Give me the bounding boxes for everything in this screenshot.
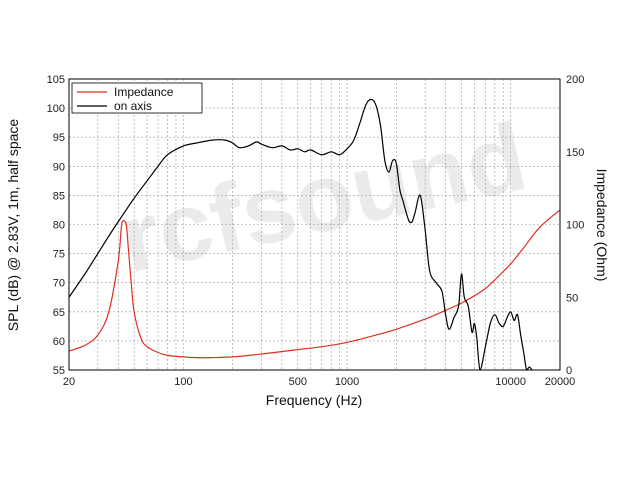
series-line-impedance bbox=[68, 209, 561, 359]
y2-axis-label: Impedance (Ohm) bbox=[594, 169, 610, 282]
y-tick-label: 90 bbox=[53, 161, 65, 173]
series-line-on-axis bbox=[68, 98, 533, 371]
y-axis-label: SPL (dB) @ 2.83V, 1m, half space bbox=[5, 119, 21, 332]
y2-tick-label: 100 bbox=[566, 220, 584, 232]
y2-tick-label: 200 bbox=[566, 74, 584, 86]
y-tick-label: 65 bbox=[53, 307, 65, 319]
y-tick-label: 75 bbox=[53, 249, 65, 261]
series-layer bbox=[68, 98, 561, 371]
x-tick-label: 100 bbox=[174, 376, 192, 388]
legend: Impedance on axis bbox=[71, 82, 203, 114]
y-tick-label: 80 bbox=[53, 220, 65, 232]
x-tick-label: 500 bbox=[289, 376, 307, 388]
legend-label-impedance: Impedance bbox=[114, 85, 174, 99]
x-axis-label: Frequency (Hz) bbox=[266, 392, 362, 408]
y2-tick-label: 150 bbox=[566, 147, 584, 159]
plot-frame bbox=[68, 78, 561, 371]
tick-labels: 20 100 500 1000 10000 20000556065707580859095… bbox=[47, 74, 585, 388]
y-tick-label: 60 bbox=[53, 336, 65, 348]
y-tick-label: 105 bbox=[47, 74, 65, 86]
y-tick-label: 100 bbox=[47, 103, 65, 115]
x-tick-label: 10000 bbox=[495, 376, 526, 388]
y-tick-label: 85 bbox=[53, 190, 65, 202]
watermark-text: rcfsound bbox=[111, 103, 535, 293]
y2-tick-label: 50 bbox=[566, 292, 578, 304]
legend-box bbox=[71, 82, 203, 114]
grid bbox=[69, 79, 560, 370]
x-tick-label: 20000 bbox=[545, 376, 576, 388]
legend-label-on-axis: on axis bbox=[114, 99, 152, 113]
y-tick-label: 95 bbox=[53, 132, 65, 144]
y2-tick-label: 0 bbox=[566, 365, 572, 377]
y-tick-label: 55 bbox=[53, 365, 65, 377]
x-tick-label: 1000 bbox=[335, 376, 359, 388]
x-tick-label: 20 bbox=[63, 376, 75, 388]
watermark: rcfsound bbox=[111, 103, 535, 293]
y-tick-label: 70 bbox=[53, 278, 65, 290]
